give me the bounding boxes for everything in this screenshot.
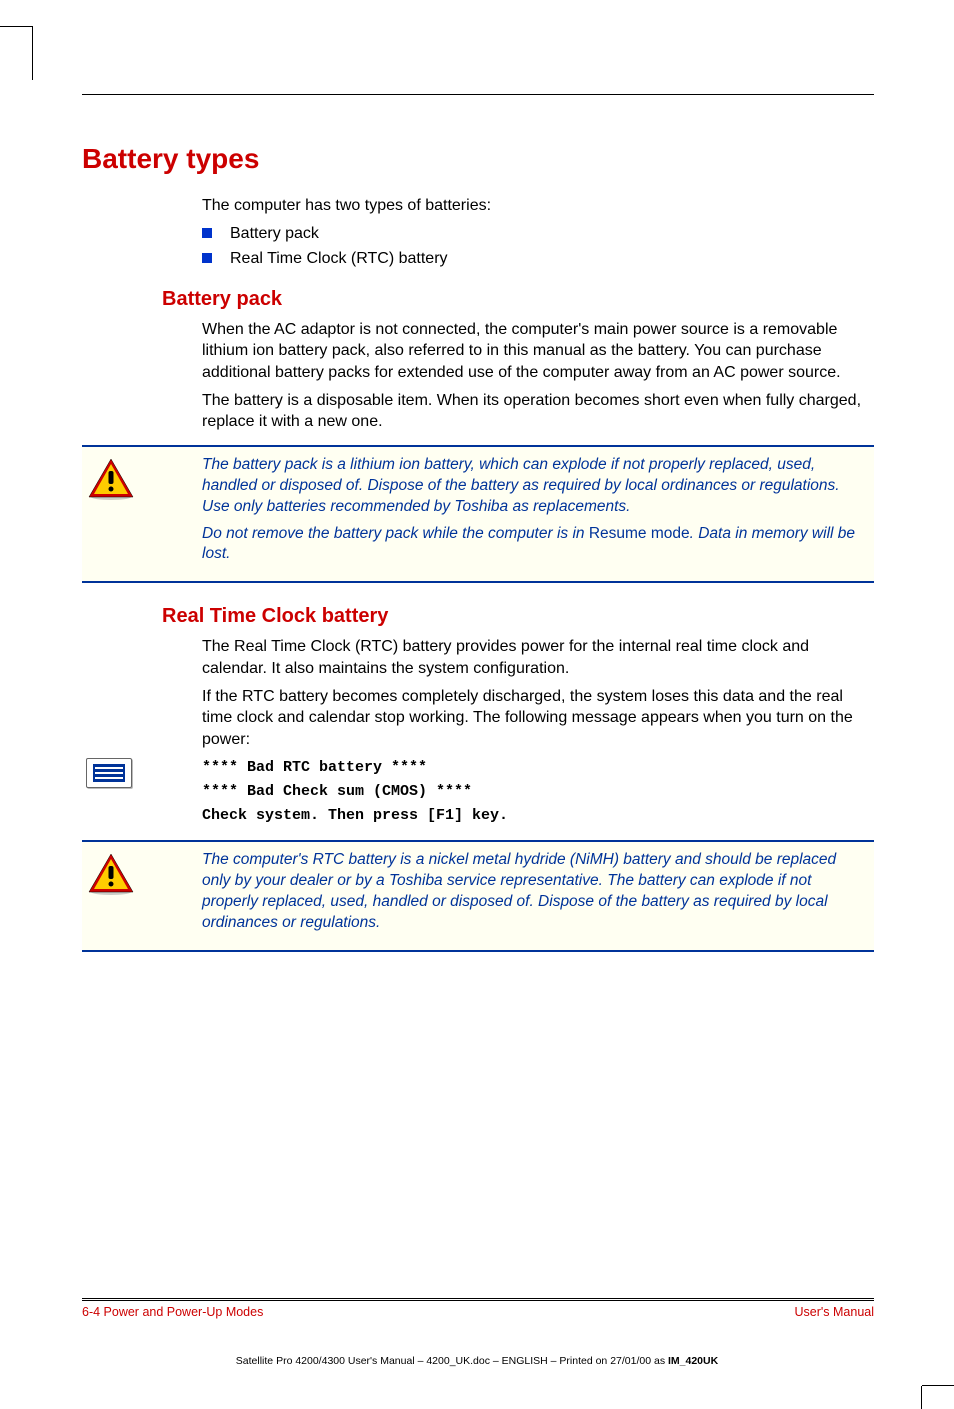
crop-mark: [921, 1386, 922, 1409]
print-footer-text: Satellite Pro 4200/4300 User's Manual – …: [236, 1355, 668, 1367]
warning-icon: [86, 457, 136, 501]
code-line: Check system. Then press [F1] key.: [202, 804, 508, 828]
heading-2: Battery pack: [162, 288, 874, 311]
top-rule: [82, 94, 874, 95]
warning-callout: The computer's RTC battery is a nickel m…: [82, 840, 874, 952]
warning-callout: The battery pack is a lithium ion batter…: [82, 445, 874, 584]
footer-left: 6-4 Power and Power-Up Modes: [82, 1305, 263, 1319]
crop-mark: [32, 26, 33, 80]
intro-text: The computer has two types of batteries:: [202, 195, 874, 217]
code-lines: **** Bad RTC battery **** **** Bad Check…: [202, 756, 508, 828]
callout-text: The battery pack is a lithium ion batter…: [202, 455, 866, 572]
list-item: Battery pack: [202, 223, 874, 245]
warning-icon-cell: [82, 455, 202, 572]
section2-body: The Real Time Clock (RTC) battery provid…: [202, 636, 874, 750]
heading-2: Real Time Clock battery: [162, 605, 874, 628]
callout-paragraph: The battery pack is a lithium ion batter…: [202, 455, 866, 518]
crop-mark: [922, 1385, 954, 1386]
print-footer-code: IM_420UK: [668, 1355, 718, 1367]
code-block: **** Bad RTC battery **** **** Bad Check…: [82, 756, 874, 828]
print-footer: Satellite Pro 4200/4300 User's Manual – …: [0, 1355, 954, 1367]
paragraph: The battery is a disposable item. When i…: [202, 390, 874, 433]
footer-row: 6-4 Power and Power-Up Modes User's Manu…: [82, 1305, 874, 1319]
paragraph: The Real Time Clock (RTC) battery provid…: [202, 636, 874, 679]
callout-text: The computer's RTC battery is a nickel m…: [202, 850, 866, 940]
intro-block: The computer has two types of batteries:…: [202, 195, 874, 270]
heading-1: Battery types: [82, 143, 874, 175]
list-item: Real Time Clock (RTC) battery: [202, 248, 874, 270]
callout-paragraph: The computer's RTC battery is a nickel m…: [202, 850, 866, 934]
paragraph: When the AC adaptor is not connected, th…: [202, 319, 874, 384]
note-icon-cell: [82, 756, 202, 828]
section1-body: When the AC adaptor is not connected, th…: [202, 319, 874, 433]
footer-rule: [82, 1298, 874, 1301]
note-icon: [86, 758, 132, 788]
page-content: Battery types The computer has two types…: [82, 94, 874, 974]
code-line: **** Bad Check sum (CMOS) ****: [202, 780, 508, 804]
footer-right: User's Manual: [795, 1305, 875, 1319]
code-line: **** Bad RTC battery ****: [202, 756, 508, 780]
warning-icon-cell: [82, 850, 202, 940]
callout-paragraph: Do not remove the battery pack while the…: [202, 524, 866, 566]
callout-span: Do not remove the battery pack while the…: [202, 525, 589, 542]
callout-span-roman: Resume mode: [589, 525, 690, 542]
page-footer: 6-4 Power and Power-Up Modes User's Manu…: [82, 1298, 874, 1319]
paragraph: If the RTC battery becomes completely di…: [202, 686, 874, 751]
warning-icon: [86, 852, 136, 896]
bullet-list: Battery pack Real Time Clock (RTC) batte…: [202, 223, 874, 270]
crop-mark: [0, 26, 32, 27]
